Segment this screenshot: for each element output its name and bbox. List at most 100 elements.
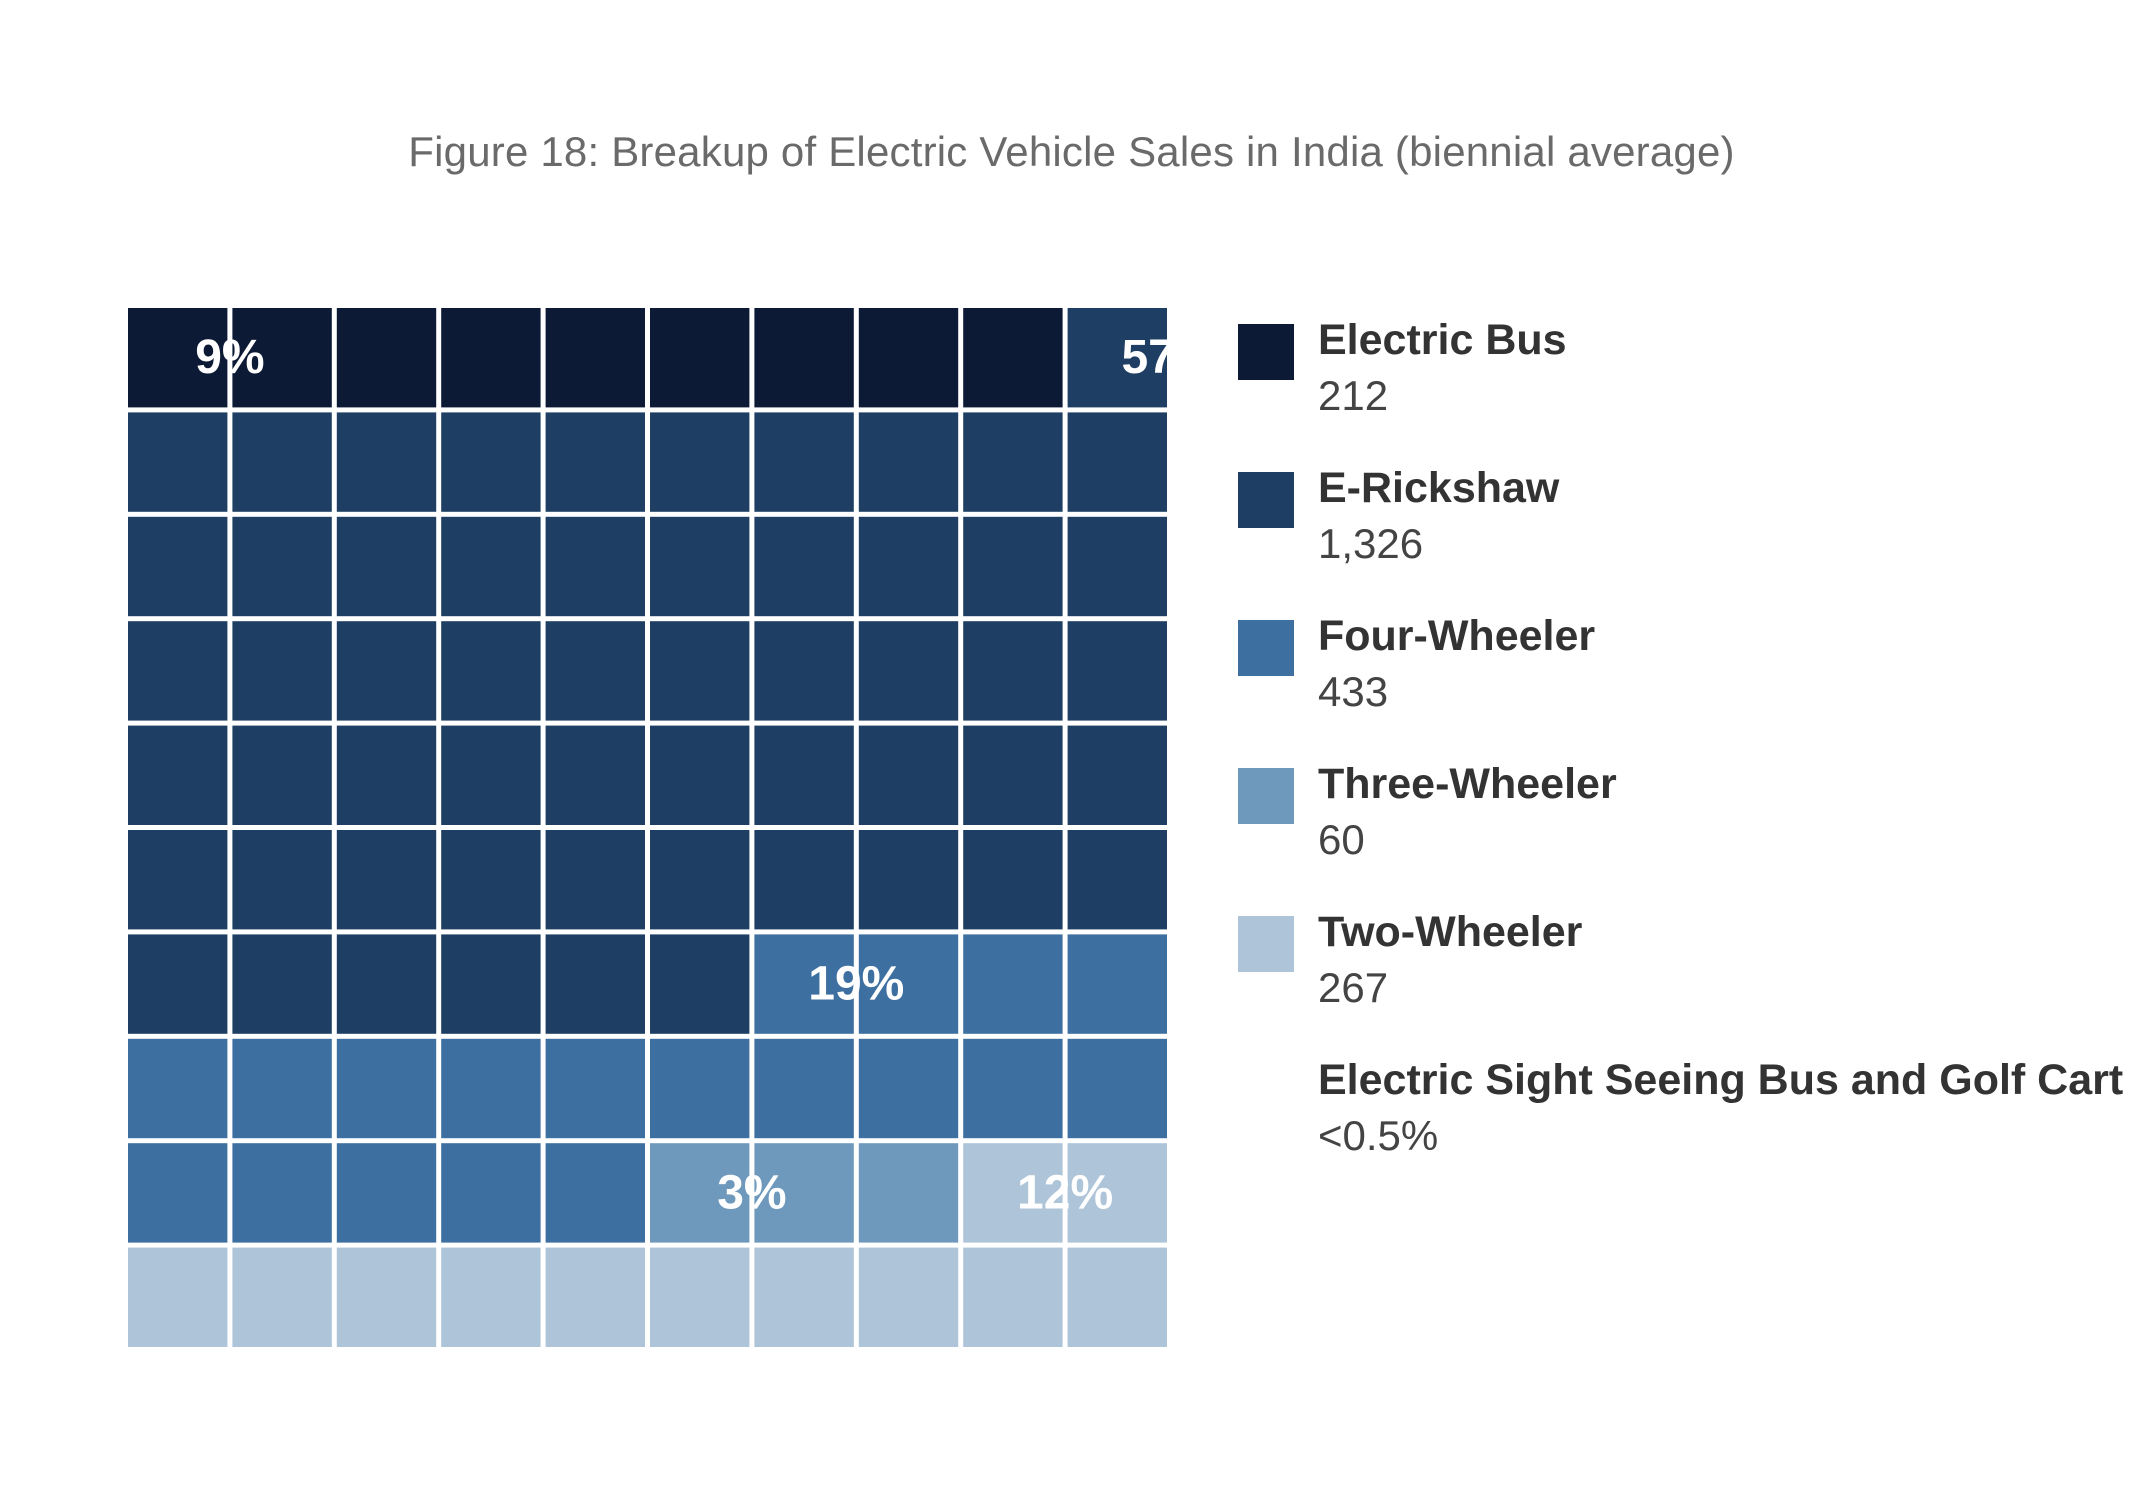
waffle-cell-e-rickshaw bbox=[650, 621, 750, 721]
legend-value-e-rickshaw: 1,326 bbox=[1318, 520, 1424, 567]
waffle-cell-four-wheeler bbox=[336, 1038, 437, 1139]
legend-swatch-three-wheeler bbox=[1238, 768, 1294, 824]
waffle-cell-electric-bus bbox=[128, 308, 228, 408]
waffle-cell-e-rickshaw bbox=[754, 830, 854, 930]
waffle-cell-two-wheeler bbox=[754, 1247, 854, 1347]
waffle-cell-e-rickshaw bbox=[128, 725, 228, 825]
waffle-cell-four-wheeler bbox=[545, 1143, 645, 1243]
waffle-cell-two-wheeler bbox=[128, 1247, 228, 1347]
waffle-cell-e-rickshaw bbox=[963, 725, 1063, 825]
waffle-cell-e-rickshaw bbox=[232, 516, 332, 617]
chart-title: Figure 18: Breakup of Electric Vehicle S… bbox=[408, 128, 1735, 175]
waffle-cell-e-rickshaw bbox=[232, 830, 332, 930]
waffle-cell-e-rickshaw bbox=[336, 516, 437, 617]
waffle-cell-e-rickshaw bbox=[545, 830, 645, 930]
legend-name-e-rickshaw: E-Rickshaw bbox=[1318, 464, 1560, 512]
waffle-cell-four-wheeler bbox=[963, 934, 1063, 1034]
waffle-cell-four-wheeler bbox=[1067, 934, 1167, 1034]
legend-name-sightseeing-golf: Electric Sight Seeing Bus and Golf Cart bbox=[1318, 1056, 2124, 1104]
waffle-cell-e-rickshaw bbox=[128, 934, 228, 1034]
waffle-cell-e-rickshaw bbox=[232, 412, 332, 512]
legend-swatch-electric-bus bbox=[1238, 324, 1294, 380]
legend-swatch-two-wheeler bbox=[1238, 916, 1294, 972]
legend-value-four-wheeler: 433 bbox=[1318, 668, 1389, 715]
legend-swatch-e-rickshaw bbox=[1238, 472, 1294, 528]
waffle-cell-e-rickshaw bbox=[650, 412, 750, 512]
waffle-cell-e-rickshaw bbox=[754, 725, 854, 825]
waffle-cell-e-rickshaw bbox=[441, 830, 541, 930]
waffle-cell-e-rickshaw bbox=[545, 725, 645, 825]
legend-name-two-wheeler: Two-Wheeler bbox=[1318, 908, 1583, 956]
waffle-cell-e-rickshaw bbox=[858, 516, 959, 617]
waffle-cell-four-wheeler bbox=[336, 1143, 437, 1243]
percent-label-four-wheeler: 19% bbox=[808, 958, 904, 1011]
legend-swatch-four-wheeler bbox=[1238, 620, 1294, 676]
waffle-cell-four-wheeler bbox=[441, 1038, 541, 1139]
waffle-cell-e-rickshaw bbox=[963, 830, 1063, 930]
waffle-cell-four-wheeler bbox=[858, 934, 959, 1034]
waffle-cell-e-rickshaw bbox=[336, 621, 437, 721]
waffle-cell-e-rickshaw bbox=[1067, 308, 1167, 408]
waffle-cell-e-rickshaw bbox=[858, 725, 959, 825]
waffle-cell-two-wheeler bbox=[232, 1247, 332, 1347]
waffle-cell-e-rickshaw bbox=[650, 934, 750, 1034]
waffle-chart: 9% 57% 19% 3% 12% bbox=[128, 308, 1172, 1347]
waffle-cell-e-rickshaw bbox=[441, 725, 541, 825]
waffle-cell-e-rickshaw bbox=[545, 934, 645, 1034]
waffle-cell-four-wheeler bbox=[650, 1038, 750, 1139]
waffle-cell-e-rickshaw bbox=[336, 412, 437, 512]
waffle-cell-e-rickshaw bbox=[545, 621, 645, 721]
percent-label-three-wheeler: 3% bbox=[717, 1166, 786, 1219]
waffle-cell-e-rickshaw bbox=[441, 412, 541, 512]
waffle-cell-four-wheeler bbox=[963, 1038, 1063, 1139]
waffle-cell-four-wheeler bbox=[1067, 1038, 1167, 1139]
waffle-cell-e-rickshaw bbox=[1067, 516, 1167, 617]
waffle-cell-two-wheeler bbox=[545, 1247, 645, 1347]
waffle-cell-four-wheeler bbox=[545, 1038, 645, 1139]
waffle-cell-three-wheeler bbox=[858, 1143, 959, 1243]
waffle-cell-e-rickshaw bbox=[963, 412, 1063, 512]
waffle-cell-four-wheeler bbox=[232, 1038, 332, 1139]
waffle-cell-e-rickshaw bbox=[1067, 830, 1167, 930]
waffle-cell-e-rickshaw bbox=[1067, 621, 1167, 721]
legend-value-three-wheeler: 60 bbox=[1318, 816, 1365, 863]
waffle-cell-e-rickshaw bbox=[963, 621, 1063, 721]
waffle-cell-e-rickshaw bbox=[650, 725, 750, 825]
waffle-cell-e-rickshaw bbox=[232, 934, 332, 1034]
waffle-cell-e-rickshaw bbox=[441, 621, 541, 721]
waffle-cell-three-wheeler bbox=[754, 1143, 854, 1243]
waffle-cell-electric-bus bbox=[858, 308, 959, 408]
waffle-cell-electric-bus bbox=[650, 308, 750, 408]
waffle-cell-four-wheeler bbox=[128, 1038, 228, 1139]
waffle-cell-four-wheeler bbox=[858, 1038, 959, 1139]
waffle-cell-two-wheeler bbox=[336, 1247, 437, 1347]
waffle-cell-electric-bus bbox=[545, 308, 645, 408]
waffle-cell-e-rickshaw bbox=[963, 516, 1063, 617]
legend-name-four-wheeler: Four-Wheeler bbox=[1318, 612, 1596, 660]
legend-name-three-wheeler: Three-Wheeler bbox=[1318, 760, 1617, 808]
legend-value-two-wheeler: 267 bbox=[1318, 964, 1389, 1011]
waffle-cell-e-rickshaw bbox=[858, 621, 959, 721]
waffle-cell-two-wheeler bbox=[1067, 1247, 1167, 1347]
waffle-cell-e-rickshaw bbox=[650, 830, 750, 930]
percent-label-e-rickshaw: 57% bbox=[1121, 331, 1172, 384]
waffle-cell-four-wheeler bbox=[232, 1143, 332, 1243]
waffle-cell-e-rickshaw bbox=[545, 516, 645, 617]
percent-label-electric-bus: 9% bbox=[195, 331, 264, 384]
waffle-cell-four-wheeler bbox=[754, 1038, 854, 1139]
waffle-cell-e-rickshaw bbox=[336, 725, 437, 825]
waffle-cell-electric-bus bbox=[336, 308, 437, 408]
waffle-cell-e-rickshaw bbox=[128, 621, 228, 721]
waffle-cell-e-rickshaw bbox=[441, 516, 541, 617]
waffle-cell-e-rickshaw bbox=[441, 934, 541, 1034]
waffle-cell-e-rickshaw bbox=[1067, 412, 1167, 512]
waffle-cell-e-rickshaw bbox=[858, 830, 959, 930]
waffle-cell-two-wheeler bbox=[650, 1247, 750, 1347]
waffle-cell-four-wheeler bbox=[128, 1143, 228, 1243]
waffle-cell-e-rickshaw bbox=[754, 621, 854, 721]
waffle-cell-two-wheeler bbox=[963, 1143, 1063, 1243]
waffle-cell-electric-bus bbox=[232, 308, 332, 408]
waffle-cell-four-wheeler bbox=[441, 1143, 541, 1243]
waffle-cell-e-rickshaw bbox=[128, 830, 228, 930]
waffle-cell-two-wheeler bbox=[441, 1247, 541, 1347]
